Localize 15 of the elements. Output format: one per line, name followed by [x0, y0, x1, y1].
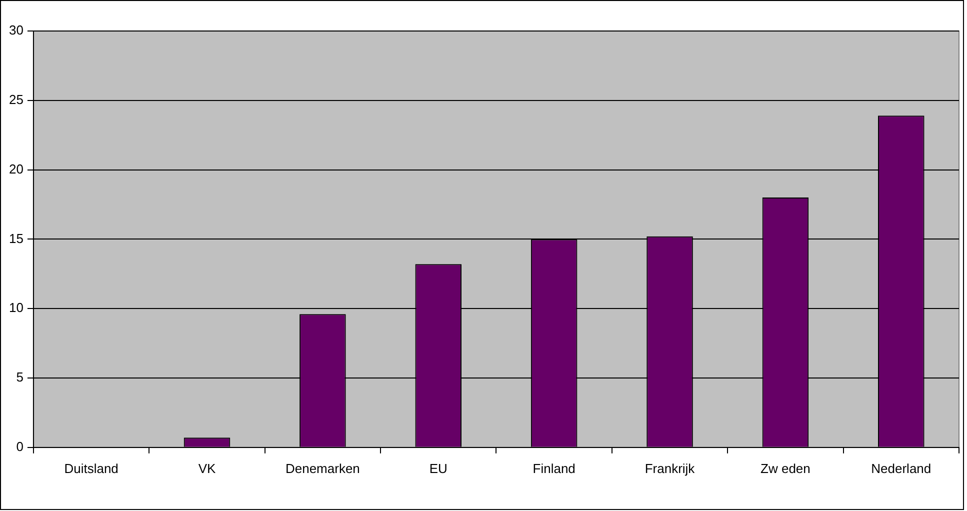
- y-tick-label: 20: [8, 161, 24, 176]
- x-tick-label: Denemarken: [285, 460, 360, 476]
- y-tick-label: 5: [16, 370, 24, 385]
- y-tick-label: 30: [8, 22, 24, 38]
- x-tick-label: Frankrijk: [644, 460, 696, 476]
- y-tick-label: 0: [16, 438, 24, 454]
- x-tick-label: Duitsland: [64, 460, 118, 476]
- x-tick-label: EU: [429, 460, 448, 476]
- x-tick-label: Finland: [532, 460, 576, 476]
- y-tick-label: 15: [8, 230, 24, 246]
- x-tick-label: Nederland: [871, 460, 932, 476]
- y-tick-label: 10: [8, 300, 24, 316]
- x-tick-label: VK: [198, 460, 216, 476]
- x-tick-label: Zw eden: [760, 460, 810, 476]
- y-tick-label: 25: [8, 92, 24, 107]
